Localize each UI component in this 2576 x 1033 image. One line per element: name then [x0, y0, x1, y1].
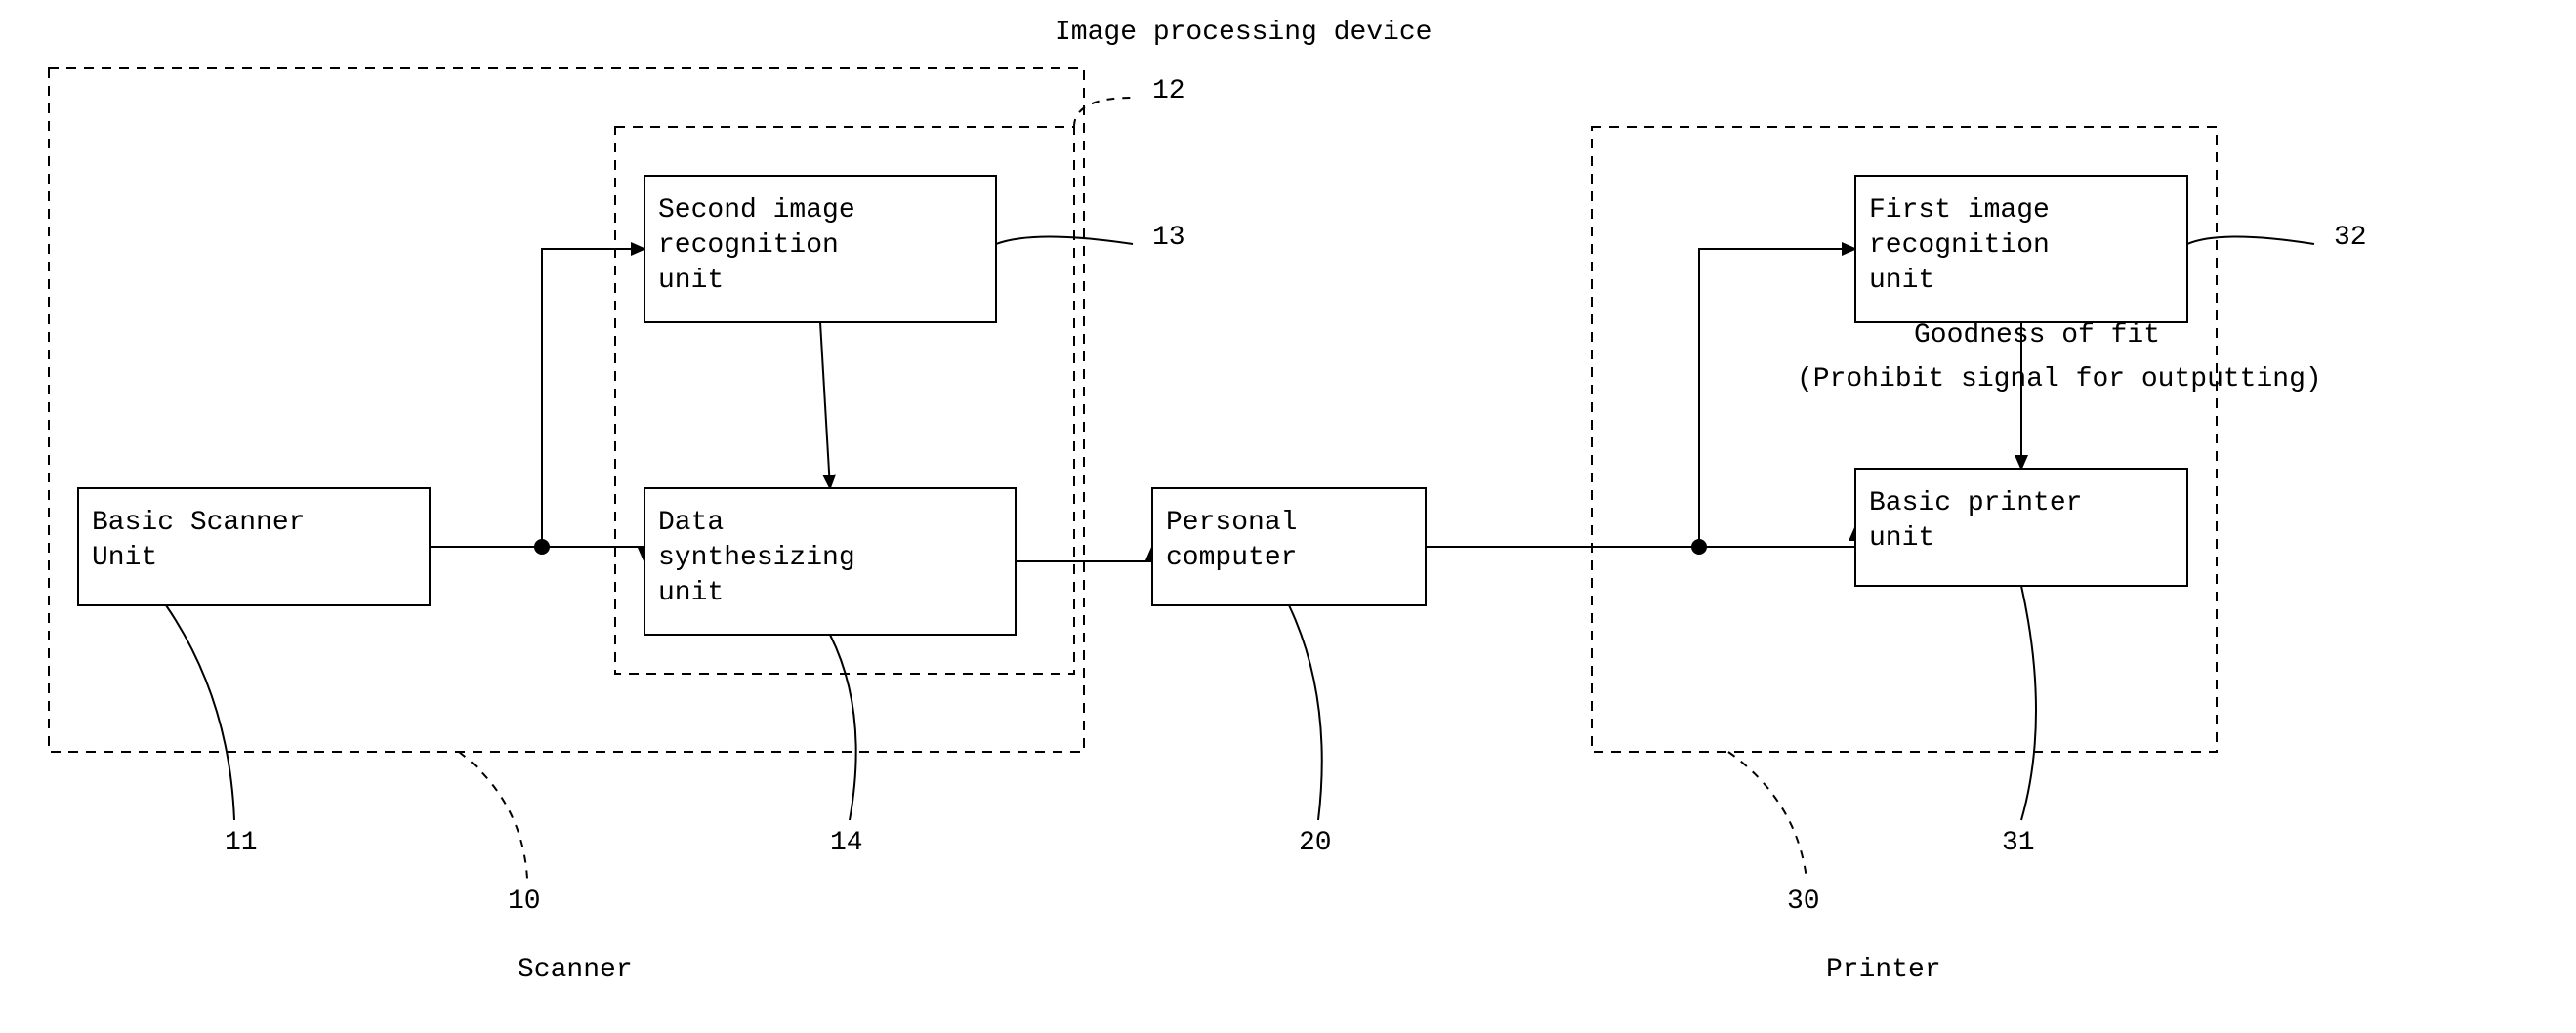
node-basic_scanner-line0: Basic Scanner — [92, 508, 305, 538]
node-basic_scanner-line1: Unit — [92, 543, 157, 573]
node-data_synth: Data synthesizing unit — [644, 488, 1016, 635]
node-first_recog: First image recognition unit — [1855, 176, 2187, 322]
group-scanner — [49, 68, 1084, 752]
edge-2 — [542, 249, 644, 547]
junction-j2 — [1691, 539, 1707, 555]
label-printer_group: Printer — [1826, 955, 1941, 985]
edge-7 — [1699, 249, 1855, 547]
label-prohibit: (Prohibit signal for outputting) — [1797, 364, 2322, 394]
label-ref32: 32 — [2334, 223, 2367, 253]
label-ref31: 31 — [2002, 828, 2035, 858]
node-personal_comp-line1: computer — [1166, 543, 1297, 573]
leader-ref31 — [2021, 586, 2036, 820]
node-personal_comp-line0: Personal — [1166, 508, 1297, 538]
node-second_recog-line0: Second image — [658, 195, 855, 226]
node-first_recog-line2: unit — [1869, 266, 1934, 296]
node-basic_scanner: Basic Scanner Unit — [78, 488, 430, 605]
node-data_synth-line2: unit — [658, 578, 724, 608]
node-basic_printer-line1: unit — [1869, 523, 1934, 554]
leader-ref11 — [166, 605, 234, 820]
label-ref11: 11 — [225, 828, 258, 858]
leader-ref14 — [830, 635, 856, 820]
label-goodness: Goodness of fit — [1914, 320, 2160, 351]
label-title: Image processing device — [1055, 18, 1432, 48]
leader-ref32 — [2187, 237, 2314, 245]
node-second_recog-line1: recognition — [658, 230, 839, 261]
leader-ref20 — [1289, 605, 1322, 820]
node-personal_comp: Personal computer — [1152, 488, 1426, 605]
label-ref14: 14 — [830, 828, 863, 858]
node-second_recog: Second image recognition unit — [644, 176, 996, 322]
node-basic_printer-line0: Basic printer — [1869, 488, 2082, 518]
edge-1 — [542, 547, 644, 561]
label-ref30: 30 — [1787, 887, 1820, 917]
node-basic_printer: Basic printer unit — [1855, 469, 2187, 586]
leader-ref30 — [1728, 752, 1807, 879]
edge-6 — [1699, 527, 1855, 547]
node-data_synth-line1: synthesizing — [658, 543, 855, 573]
label-ref20: 20 — [1299, 828, 1332, 858]
node-first_recog-line0: First image — [1869, 195, 2050, 226]
label-ref10: 10 — [508, 887, 541, 917]
label-ref12: 12 — [1152, 76, 1185, 106]
label-ref13: 13 — [1152, 223, 1185, 253]
node-first_recog-line1: recognition — [1869, 230, 2050, 261]
node-second_recog-line2: unit — [658, 266, 724, 296]
leader-ref13 — [996, 237, 1133, 245]
diagram-canvas: Basic Scanner Unit Second image recognition… — [0, 0, 2576, 1033]
label-scanner_group: Scanner — [518, 955, 633, 985]
junction-j1 — [534, 539, 550, 555]
node-data_synth-line0: Data — [658, 508, 724, 538]
edge-3 — [820, 322, 830, 488]
leader-ref10 — [459, 752, 527, 879]
